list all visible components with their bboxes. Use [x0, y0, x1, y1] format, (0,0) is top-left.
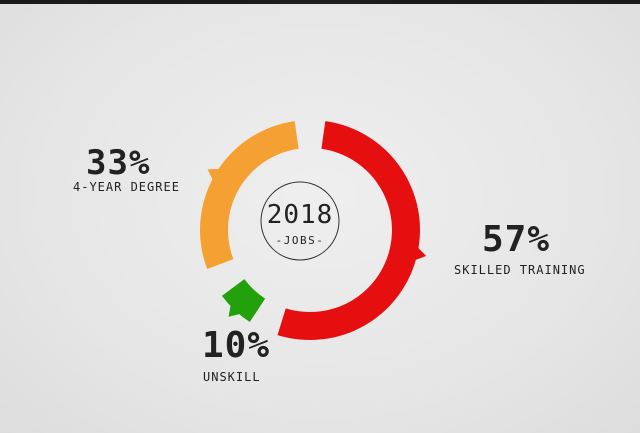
- slice-skilled-training: [277, 121, 420, 340]
- donut-segments: [199, 121, 427, 340]
- degree-percent: 33%: [86, 143, 151, 183]
- unskill-percent: 10%: [202, 325, 271, 366]
- top-bar: [0, 0, 640, 4]
- unskill-label: UNSKILL: [203, 370, 261, 384]
- slice-4-year-degree: [199, 121, 299, 270]
- center-subtitle: -JOBS-: [276, 234, 325, 247]
- center-year: 2018: [267, 200, 334, 230]
- skilled-percent: 57%: [482, 219, 551, 260]
- pointer-skilled-training: [414, 247, 427, 261]
- skilled-label: SKILLED TRAINING: [454, 263, 586, 277]
- center-badge: 2018 -JOBS-: [260, 181, 340, 261]
- pointer-4-year-degree: [207, 168, 220, 181]
- degree-label: 4-YEAR DEGREE: [73, 180, 180, 194]
- pointer-unskill: [228, 304, 241, 317]
- slice-unskill: [221, 279, 266, 323]
- center-circle: [260, 181, 340, 261]
